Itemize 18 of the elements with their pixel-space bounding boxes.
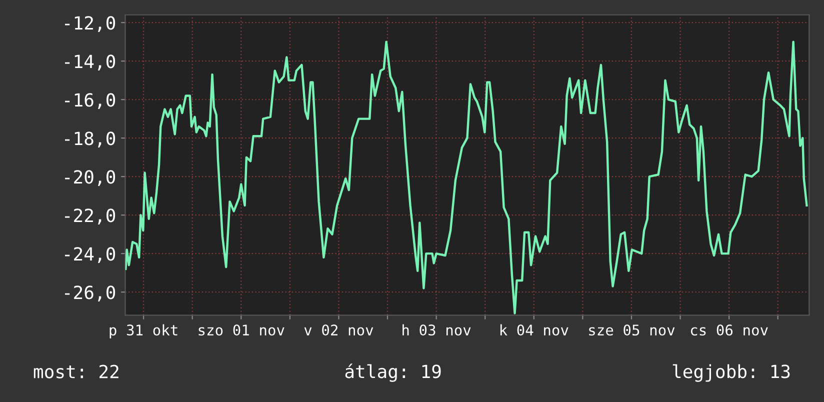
x-tick-label: p 31 okt bbox=[110, 324, 178, 338]
y-tick-label: -22,0 bbox=[65, 208, 116, 225]
x-tick-label: k 04 nov bbox=[500, 324, 568, 336]
x-tick-label: szo 01 nov bbox=[198, 324, 284, 336]
x-tick-label: h 03 nov bbox=[402, 324, 471, 336]
y-tick-label: -18,0 bbox=[65, 132, 116, 148]
x-tick-label: v 02 nov bbox=[304, 324, 374, 336]
y-tick-label: -14,0 bbox=[65, 54, 116, 71]
x-tick-label: sze 05 nov bbox=[589, 324, 675, 336]
text: most: 22 bbox=[34, 364, 118, 378]
y-tick-label: -20,0 bbox=[65, 170, 116, 186]
y-tick-label: -26,0 bbox=[65, 286, 116, 302]
text: legjobb: 13 bbox=[672, 364, 790, 382]
y-tick-label: -12,0 bbox=[65, 16, 116, 32]
x-tick-label: cs 06 nov bbox=[690, 324, 768, 336]
text: átlag: 19 bbox=[345, 364, 441, 382]
y-tick-label: -24,0 bbox=[65, 247, 116, 264]
y-tick-label: -16,0 bbox=[65, 93, 116, 110]
